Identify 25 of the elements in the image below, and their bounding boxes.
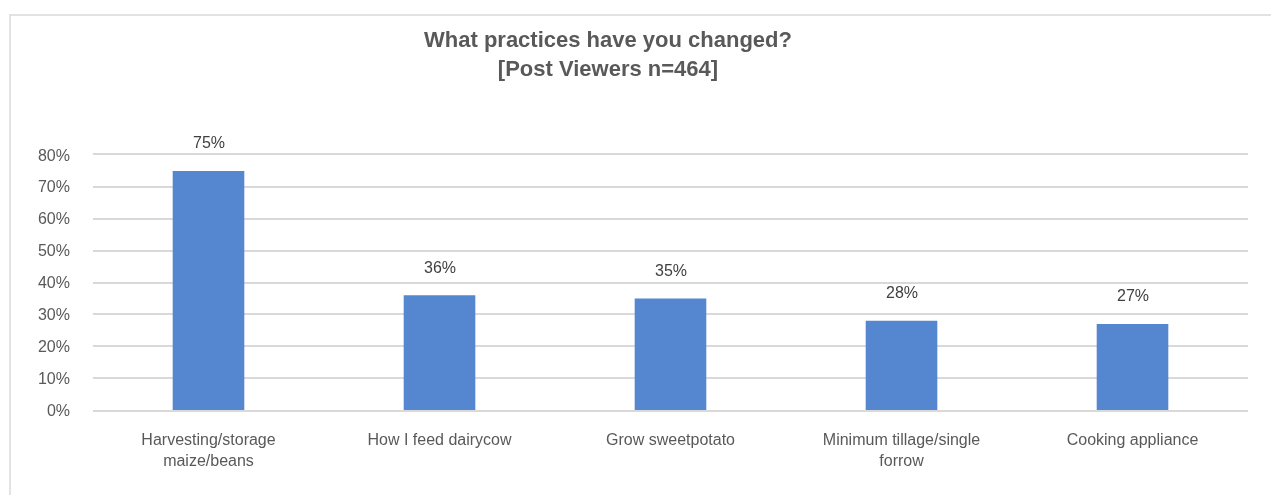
x-tick-label: Cooking appliance: [1066, 430, 1199, 448]
chart-title: What practices have you changed? [Post Viewers n=464]: [424, 27, 792, 81]
bar: [403, 295, 476, 410]
data-label: 27%: [1117, 287, 1150, 304]
bar: [172, 170, 245, 410]
data-label: 75%: [193, 134, 226, 151]
x-tick-label: Harvesting/storage maize/beans: [141, 430, 276, 469]
y-tick-label: 40%: [37, 274, 70, 292]
y-tick-label: 30%: [37, 305, 70, 323]
x-tick-label: Minimum tillage/single forrow: [822, 430, 981, 469]
bar: [1096, 323, 1169, 410]
y-tick-label: 70%: [37, 178, 70, 196]
x-tick-label: Grow sweetpotato: [606, 430, 736, 448]
y-tick-label: 20%: [37, 337, 70, 355]
y-tick-label: 50%: [37, 242, 70, 260]
y-tick-label: 0%: [46, 401, 70, 419]
bar: [865, 320, 938, 410]
y-tick-label: 10%: [37, 369, 70, 387]
y-tick-label: 60%: [37, 210, 70, 228]
x-tick-label: How I feed dairycow: [367, 430, 512, 448]
data-label: 36%: [424, 259, 457, 276]
bar: [634, 298, 707, 410]
y-tick-label: 80%: [37, 146, 70, 164]
data-label: 28%: [886, 284, 919, 301]
data-label: 35%: [655, 262, 688, 279]
